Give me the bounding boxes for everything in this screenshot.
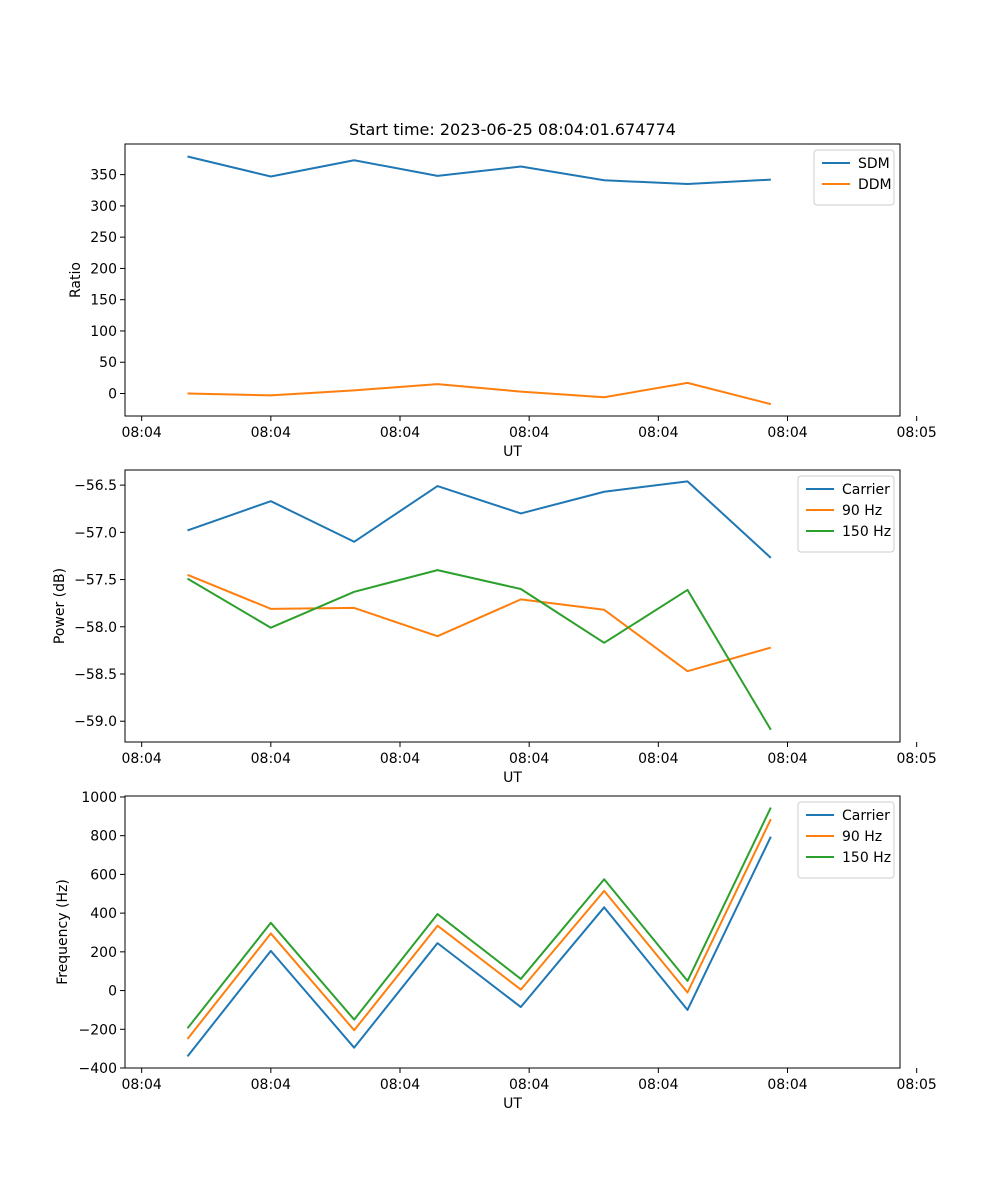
series-line-150-hz [186,807,772,1029]
legend-entry: SDM [858,156,890,172]
series-line-90-hz [186,818,772,1040]
x-tick-label: 08:04 [251,751,291,767]
x-tick-label: 08:04 [509,1077,549,1093]
x-axis-label: UT [503,444,522,460]
y-tick-label: 350 [90,168,117,184]
legend-entry: 150 Hz [842,850,891,866]
axes-frame [124,469,901,743]
x-tick-label: 08:04 [380,751,420,767]
legend-entry: 90 Hz [842,829,882,845]
x-tick-label: 08:04 [767,751,807,767]
chart-title: Start time: 2023-06-25 08:04:01.674774 [349,120,676,139]
y-tick-label: 0 [108,984,117,1000]
y-axis-label: Power (dB) [52,568,68,644]
x-tick-label: 08:04 [121,1077,161,1093]
subplot-2: 08:04 08:04 08:04 08:04 08:04 08:04 08:05 −59.0… [52,469,937,786]
x-tick-label: 08:04 [509,751,549,767]
x-tick-label: 08:04 [767,425,807,441]
legend-entry: DDM [858,177,892,193]
y-tick-label: 50 [99,355,117,371]
x-tick-label: 08:04 [380,425,420,441]
series-line-90-hz [187,573,772,673]
subplot-3: 08:04 08:04 08:04 08:04 08:04 08:04 08:05 −400 −… [55,790,937,1112]
legend: Carrier 90 Hz 150 Hz [797,475,895,553]
y-tick-label: 150 [90,293,117,309]
y-tick-label: −58.0 [74,620,117,636]
subplot-1: Start time: 2023-06-25 08:04:01.674774 08… [68,120,937,460]
axes-frame [124,143,901,417]
x-axis-label: UT [503,1096,522,1112]
x-tick-label: 08:04 [121,751,161,767]
series-line-carrier [187,480,772,559]
legend-box [797,475,895,553]
y-tick-label: −58.5 [74,667,117,683]
legend-entry: 90 Hz [842,503,882,519]
y-tick-label: 1000 [81,790,117,806]
y-tick-label: −59.0 [74,714,117,730]
series-line-150-hz [186,569,772,731]
x-tick-label: 08:05 [896,751,936,767]
y-tick-label: 200 [90,945,117,961]
y-tick-label: −200 [79,1022,117,1038]
y-tick-label: −57.5 [74,573,117,589]
y-tick-label: −57.0 [74,525,117,541]
legend-box [797,801,895,879]
legend: Carrier 90 Hz 150 Hz [797,801,895,879]
y-tick-label: 800 [90,829,117,845]
legend-entry: 150 Hz [842,524,891,540]
axes-frame [124,795,901,1069]
legend: SDM DDM [813,149,895,206]
y-tick-label: 200 [90,261,117,277]
x-tick-label: 08:04 [638,751,678,767]
legend-entry: Carrier [842,808,890,824]
x-tick-label: 08:04 [380,1077,420,1093]
x-tick-label: 08:04 [251,425,291,441]
y-tick-label: 400 [90,906,117,922]
x-tick-label: 08:04 [251,1077,291,1093]
y-axis-label: Frequency (Hz) [55,879,71,985]
series-line-sdm [187,155,771,186]
y-axis-label: Ratio [68,262,84,298]
x-tick-label: 08:05 [896,425,936,441]
y-tick-label: 300 [90,199,117,215]
x-tick-label: 08:04 [509,425,549,441]
series-line-ddm [187,381,772,406]
y-tick-label: 600 [90,867,117,883]
series-line-carrier [186,836,772,1057]
x-axis-label: UT [503,770,522,786]
x-tick-label: 08:04 [638,1077,678,1093]
x-tick-label: 08:04 [767,1077,807,1093]
y-tick-label: −56.5 [74,478,117,494]
legend-entry: Carrier [842,482,890,498]
y-tick-label: 100 [90,324,117,340]
x-tick-label: 08:05 [896,1077,936,1093]
x-tick-label: 08:04 [638,425,678,441]
y-tick-label: 250 [90,230,117,246]
x-tick-label: 08:04 [121,425,161,441]
y-tick-label: 0 [108,386,117,402]
y-tick-label: −400 [79,1061,117,1077]
